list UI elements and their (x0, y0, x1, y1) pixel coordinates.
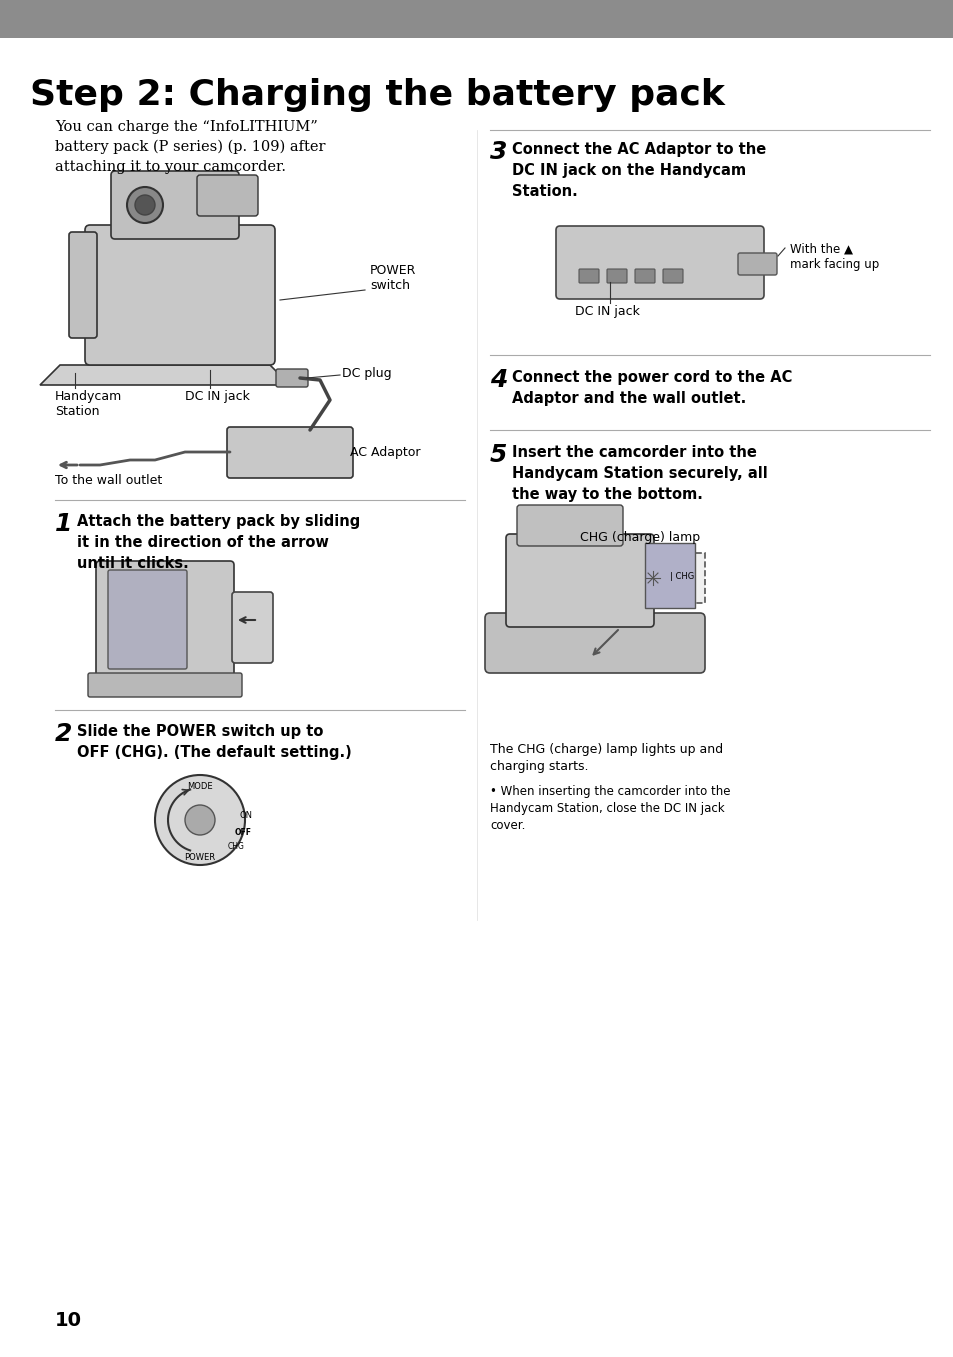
FancyBboxPatch shape (484, 613, 704, 673)
Text: 3: 3 (490, 140, 507, 164)
Text: Attach the battery pack by sliding
it in the direction of the arrow
until it cli: Attach the battery pack by sliding it in… (77, 514, 360, 571)
Circle shape (154, 775, 245, 864)
FancyBboxPatch shape (227, 427, 353, 478)
Text: 2: 2 (55, 722, 72, 746)
FancyBboxPatch shape (738, 252, 776, 275)
Text: CHG: CHG (228, 841, 245, 851)
Text: Step 2: Charging the battery pack: Step 2: Charging the battery pack (30, 77, 724, 113)
Text: Insert the camcorder into the
Handycam Station securely, all
the way to the bott: Insert the camcorder into the Handycam S… (512, 445, 767, 502)
Text: OFF: OFF (234, 828, 252, 836)
Text: Slide the POWER switch up to
OFF (CHG). (The default setting.): Slide the POWER switch up to OFF (CHG). … (77, 725, 352, 760)
Text: POWER
switch: POWER switch (370, 265, 416, 292)
Text: DC plug: DC plug (341, 366, 392, 380)
FancyBboxPatch shape (88, 673, 242, 697)
Text: 5: 5 (490, 442, 507, 467)
Polygon shape (40, 365, 290, 385)
FancyBboxPatch shape (556, 227, 763, 299)
FancyBboxPatch shape (606, 269, 626, 284)
Text: DC IN jack: DC IN jack (185, 389, 250, 403)
Text: Handycam
Station: Handycam Station (55, 389, 122, 418)
FancyBboxPatch shape (635, 269, 655, 284)
Text: CHG (charge) lamp: CHG (charge) lamp (579, 531, 700, 544)
Text: To the wall outlet: To the wall outlet (55, 474, 162, 487)
FancyBboxPatch shape (662, 269, 682, 284)
Text: You can charge the “InfoLITHIUM”
battery pack (P series) (p. 109) after
attachin: You can charge the “InfoLITHIUM” battery… (55, 119, 325, 174)
Text: ON: ON (240, 810, 253, 820)
Circle shape (127, 187, 163, 223)
Text: 4: 4 (490, 368, 507, 392)
FancyBboxPatch shape (517, 505, 622, 546)
FancyBboxPatch shape (232, 592, 273, 664)
Circle shape (135, 195, 154, 214)
Text: | CHG: | CHG (669, 571, 694, 581)
FancyBboxPatch shape (578, 269, 598, 284)
Text: 1: 1 (55, 512, 72, 536)
Text: POWER: POWER (184, 854, 215, 862)
Bar (624, 554, 704, 603)
FancyBboxPatch shape (111, 171, 239, 239)
Bar (644, 543, 695, 608)
Bar (0, 0, 953, 38)
Text: The CHG (charge) lamp lights up and
charging starts.: The CHG (charge) lamp lights up and char… (490, 744, 722, 773)
FancyBboxPatch shape (275, 369, 308, 387)
FancyBboxPatch shape (85, 225, 274, 365)
Text: AC Adaptor: AC Adaptor (350, 445, 420, 459)
FancyBboxPatch shape (108, 570, 187, 669)
Text: 10: 10 (55, 1311, 82, 1330)
Text: DC IN jack: DC IN jack (575, 305, 639, 318)
FancyBboxPatch shape (505, 535, 654, 627)
Text: MODE: MODE (187, 782, 213, 791)
Text: Connect the AC Adaptor to the
DC IN jack on the Handycam
Station.: Connect the AC Adaptor to the DC IN jack… (512, 142, 765, 199)
FancyBboxPatch shape (196, 175, 257, 216)
Text: Connect the power cord to the AC
Adaptor and the wall outlet.: Connect the power cord to the AC Adaptor… (512, 370, 792, 406)
FancyBboxPatch shape (69, 232, 97, 338)
Text: With the ▲
mark facing up: With the ▲ mark facing up (789, 243, 879, 271)
Text: • When inserting the camcorder into the
Handycam Station, close the DC IN jack
c: • When inserting the camcorder into the … (490, 784, 730, 832)
Circle shape (185, 805, 214, 835)
FancyBboxPatch shape (96, 560, 233, 678)
Circle shape (642, 569, 662, 588)
